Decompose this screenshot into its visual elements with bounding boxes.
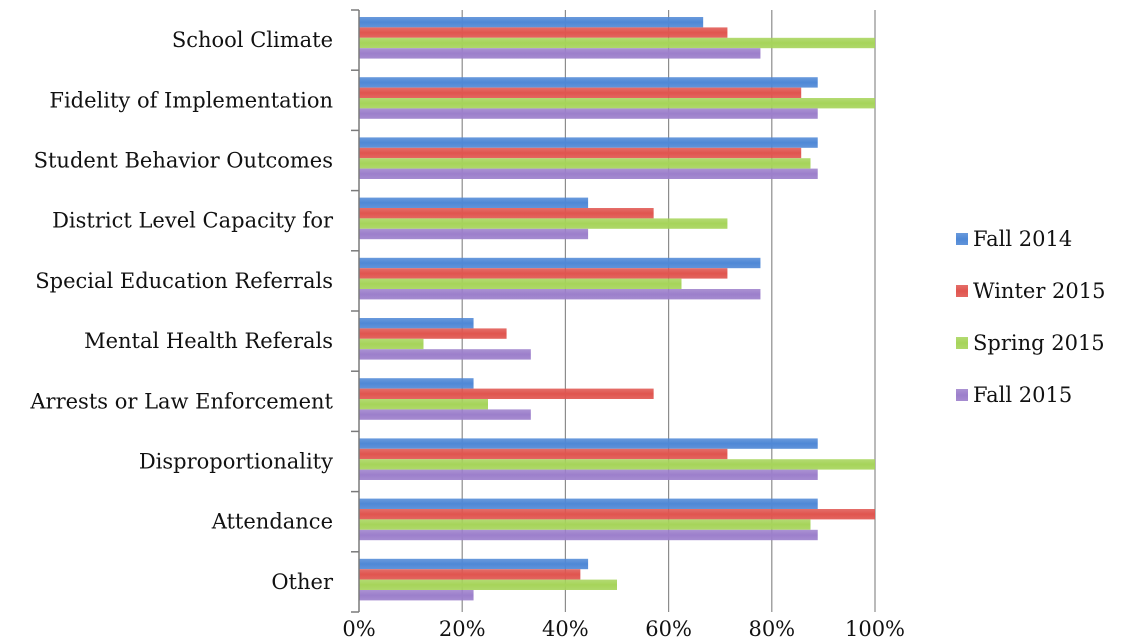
category-label: Fidelity of Implementation — [49, 88, 333, 112]
bar-fall-2015 — [359, 349, 531, 360]
y-axis — [351, 9, 360, 613]
bar-fall-2014 — [359, 498, 818, 509]
bar-fall-2015 — [359, 228, 589, 240]
bar-fall-2015 — [359, 469, 818, 480]
category-label: Student Behavior Outcomes — [34, 149, 333, 173]
legend-label: Fall 2015 — [973, 383, 1072, 407]
bar-fall-2015 — [359, 529, 818, 541]
legend-swatch — [956, 337, 968, 349]
legend-label: Spring 2015 — [973, 331, 1105, 355]
category-label: Attendance — [211, 510, 333, 534]
bar-fall-2014 — [359, 257, 761, 269]
category-label: Mental Health Referals — [84, 329, 333, 353]
bar-winter-2015 — [359, 27, 728, 38]
legend-swatch — [956, 233, 968, 245]
bar-winter-2015 — [359, 388, 654, 399]
bar-spring-2015 — [359, 278, 682, 289]
legend-swatch — [956, 285, 968, 297]
bar-fall-2015 — [359, 409, 531, 420]
bar-winter-2015 — [359, 268, 728, 279]
category-label: Special Education Referrals — [35, 269, 333, 293]
x-tick-label: 0% — [342, 617, 375, 639]
bar-fall-2014 — [359, 318, 474, 329]
category-labels: School Climate Fidelity of Implementation… — [29, 28, 334, 594]
bar-spring-2015 — [359, 158, 811, 169]
bar-spring-2015 — [359, 519, 811, 530]
bar-fall-2015 — [359, 48, 761, 59]
category-label: Arrests or Law Enforcement — [29, 389, 333, 413]
bar-fall-2015 — [359, 289, 761, 300]
bar-fall-2014 — [359, 558, 589, 570]
bar-fall-2014 — [359, 378, 474, 389]
legend-label: Winter 2015 — [973, 279, 1105, 303]
bar-winter-2015 — [359, 448, 728, 460]
bar-spring-2015 — [359, 459, 875, 470]
legend-label: Fall 2014 — [973, 227, 1072, 251]
category-label: Disproportionality — [139, 450, 333, 474]
x-tick-label: 80% — [748, 617, 795, 639]
bar-fall-2015 — [359, 590, 474, 601]
bar-spring-2015 — [359, 218, 728, 229]
category-label: Other — [271, 570, 334, 594]
bar-fall-2014 — [359, 438, 818, 449]
bar-fall-2014 — [359, 197, 589, 208]
bar-winter-2015 — [359, 569, 581, 580]
bars — [359, 17, 875, 601]
x-tick-labels: 0% 20% 40% 60% 80% 100% — [342, 617, 905, 639]
bar-fall-2014 — [359, 137, 818, 148]
bar-winter-2015 — [359, 328, 507, 339]
bar-fall-2014 — [359, 77, 818, 88]
legend: Fall 2014 Winter 2015 Spring 2015 Fall 2015 — [956, 227, 1105, 407]
bar-spring-2015 — [359, 37, 875, 49]
bar-spring-2015 — [359, 338, 424, 350]
bar-spring-2015 — [359, 399, 488, 410]
x-tick-label: 20% — [439, 617, 486, 639]
bar-fall-2015 — [359, 108, 818, 119]
x-tick-label: 60% — [645, 617, 692, 639]
bar-winter-2015 — [359, 147, 802, 159]
bar-winter-2015 — [359, 87, 802, 98]
bar-winter-2015 — [359, 208, 654, 219]
bar-spring-2015 — [359, 98, 875, 109]
bar-winter-2015 — [359, 509, 875, 520]
bar-spring-2015 — [359, 579, 617, 590]
x-tick-label: 100% — [845, 617, 905, 639]
bar-fall-2014 — [359, 17, 704, 28]
category-label: District Level Capacity for — [52, 209, 334, 233]
legend-swatch — [956, 389, 968, 401]
x-tick-label: 40% — [542, 617, 589, 639]
category-label: School Climate — [172, 28, 333, 52]
bar-fall-2015 — [359, 168, 818, 179]
